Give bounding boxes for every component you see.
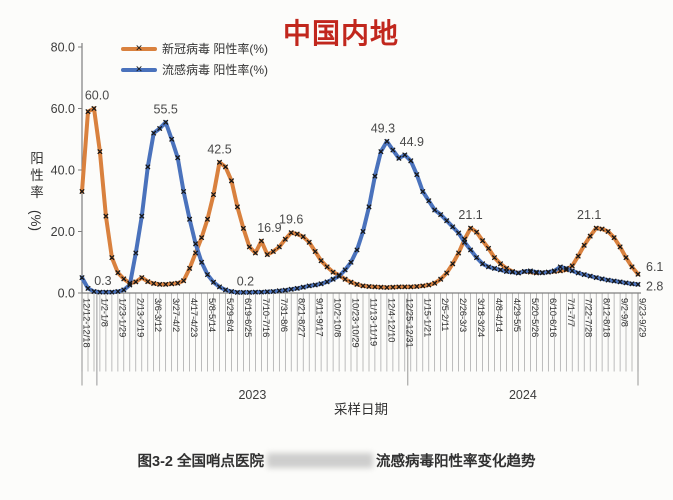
svg-text:0.3: 0.3 bbox=[94, 274, 111, 288]
svg-text:19.6: 19.6 bbox=[279, 213, 303, 227]
svg-text:12/25-12/31: 12/25-12/31 bbox=[404, 298, 414, 348]
svg-text:2023: 2023 bbox=[238, 388, 266, 402]
svg-text:4/8-4/14: 4/8-4/14 bbox=[494, 298, 504, 332]
caption-suffix: 流感病毒阳性率变化趋势 bbox=[376, 454, 536, 470]
svg-text:40.0: 40.0 bbox=[51, 163, 75, 177]
svg-text:8/12-8/18: 8/12-8/18 bbox=[602, 298, 612, 337]
svg-text:5/20-5/26: 5/20-5/26 bbox=[530, 298, 540, 337]
line-swatch-icon bbox=[121, 46, 157, 51]
svg-text:1/15-1/21: 1/15-1/21 bbox=[422, 298, 432, 337]
svg-text:9/11-9/17: 9/11-9/17 bbox=[315, 298, 325, 337]
covid-series-markers bbox=[79, 105, 641, 291]
legend-item-flu: ✕ 流感病毒 阳性率(%) bbox=[121, 59, 268, 80]
axes bbox=[81, 43, 641, 294]
svg-text:(%): (%) bbox=[28, 210, 43, 231]
svg-text:采样日期: 采样日期 bbox=[334, 402, 388, 417]
x-axis-title: 采样日期 bbox=[334, 402, 388, 417]
line-swatch-icon bbox=[121, 67, 157, 72]
svg-text:20.0: 20.0 bbox=[51, 225, 75, 239]
svg-text:2.8: 2.8 bbox=[646, 279, 663, 293]
svg-text:60.0: 60.0 bbox=[51, 102, 75, 116]
svg-text:4/17-4/23: 4/17-4/23 bbox=[189, 298, 199, 337]
svg-text:21.1: 21.1 bbox=[458, 208, 482, 222]
y-tick-labels: 0.0 20.0 40.0 60.0 80.0 bbox=[51, 40, 75, 300]
svg-text:5/29-6/4: 5/29-6/4 bbox=[225, 298, 235, 332]
svg-text:3/6-3/12: 3/6-3/12 bbox=[153, 298, 163, 332]
x-marker-icon: ✕ bbox=[135, 42, 143, 53]
flu-legend-label: 流感病毒 阳性率(%) bbox=[162, 63, 268, 77]
svg-text:16.9: 16.9 bbox=[257, 221, 281, 235]
svg-text:7/22-7/28: 7/22-7/28 bbox=[584, 298, 594, 337]
svg-text:10/23-10/29: 10/23-10/29 bbox=[351, 298, 361, 348]
x-tick-labels: 12/12-12/18 1/2-1/8 1/23-1/29 2/13-2/19 3/6-… bbox=[82, 298, 648, 348]
svg-text:阳: 阳 bbox=[30, 151, 44, 166]
svg-text:42.5: 42.5 bbox=[207, 142, 231, 156]
svg-text:1/23-1/29: 1/23-1/29 bbox=[117, 298, 127, 337]
svg-text:5/8-5/14: 5/8-5/14 bbox=[207, 298, 217, 332]
figure-caption: 图3-2 全国哨点医院 流感病毒阳性率变化趋势 bbox=[0, 450, 673, 471]
svg-text:3/27-4/2: 3/27-4/2 bbox=[171, 298, 181, 332]
covid-series-line bbox=[80, 106, 640, 290]
svg-text:12/12-12/18: 12/12-12/18 bbox=[82, 298, 92, 348]
y-axis-title: 阳性率 (%) bbox=[28, 151, 44, 231]
svg-text:8/21-8/27: 8/21-8/27 bbox=[297, 298, 307, 337]
svg-text:11/13-11/19: 11/13-11/19 bbox=[368, 298, 378, 346]
svg-text:7/10-7/16: 7/10-7/16 bbox=[261, 298, 271, 337]
svg-text:55.5: 55.5 bbox=[154, 102, 178, 116]
svg-text:率: 率 bbox=[30, 184, 44, 200]
legend: ✕ 新冠病毒 阳性率(%) ✕ 流感病毒 阳性率(%) bbox=[121, 38, 268, 80]
svg-text:7/31-8/6: 7/31-8/6 bbox=[279, 298, 289, 332]
svg-text:49.3: 49.3 bbox=[371, 121, 395, 135]
svg-text:80.0: 80.0 bbox=[51, 40, 75, 54]
svg-text:3/18-3/24: 3/18-3/24 bbox=[476, 298, 486, 337]
caption-redacted-blur bbox=[267, 453, 373, 468]
svg-text:7/1-7/7: 7/1-7/7 bbox=[566, 298, 576, 327]
chart-title: 中国内地 bbox=[283, 18, 400, 49]
flu-legend-swatch: ✕ bbox=[121, 63, 157, 74]
svg-text:2/13-2/19: 2/13-2/19 bbox=[135, 298, 145, 337]
svg-text:10/2-10/8: 10/2-10/8 bbox=[333, 298, 343, 337]
svg-text:6.1: 6.1 bbox=[646, 260, 663, 274]
svg-text:6/10-6/16: 6/10-6/16 bbox=[548, 298, 558, 337]
year-labels: 2023 2024 bbox=[238, 388, 536, 402]
year-separator-lines bbox=[81, 293, 639, 386]
point-data-labels: 60.0 0.3 55.5 42.5 0.2 16.919.6 49.3 44.9 21.1 21… bbox=[85, 89, 664, 294]
y-axis-ticks bbox=[78, 46, 82, 294]
svg-text:60.0: 60.0 bbox=[85, 89, 109, 103]
weekly-tick-lines bbox=[81, 293, 639, 372]
svg-text:1/2-1/8: 1/2-1/8 bbox=[99, 298, 109, 327]
svg-text:0.2: 0.2 bbox=[237, 274, 254, 288]
svg-text:0.0: 0.0 bbox=[58, 286, 75, 300]
covid-legend-label: 新冠病毒 阳性率(%) bbox=[162, 42, 268, 56]
covid-legend-swatch: ✕ bbox=[121, 42, 157, 53]
svg-text:44.9: 44.9 bbox=[400, 135, 424, 149]
caption-prefix: 图3-2 全国哨点医院 bbox=[137, 454, 265, 470]
svg-text:21.1: 21.1 bbox=[577, 208, 601, 222]
svg-text:9/2-9/8: 9/2-9/8 bbox=[620, 298, 630, 327]
svg-text:2/5-2/11: 2/5-2/11 bbox=[440, 298, 450, 331]
svg-text:2024: 2024 bbox=[509, 388, 537, 402]
x-marker-icon: ✕ bbox=[135, 63, 143, 74]
svg-text:9/23-9/29: 9/23-9/29 bbox=[638, 298, 648, 337]
flu-series-markers bbox=[79, 119, 641, 296]
svg-text:12/4-12/10: 12/4-12/10 bbox=[386, 298, 396, 342]
legend-item-covid: ✕ 新冠病毒 阳性率(%) bbox=[121, 38, 268, 59]
svg-text:性: 性 bbox=[30, 168, 44, 183]
svg-text:4/29-5/5: 4/29-5/5 bbox=[512, 298, 522, 332]
flu-series-line bbox=[80, 120, 640, 295]
svg-text:6/19-6/25: 6/19-6/25 bbox=[243, 298, 253, 337]
svg-text:2/26-3/3: 2/26-3/3 bbox=[458, 298, 468, 332]
